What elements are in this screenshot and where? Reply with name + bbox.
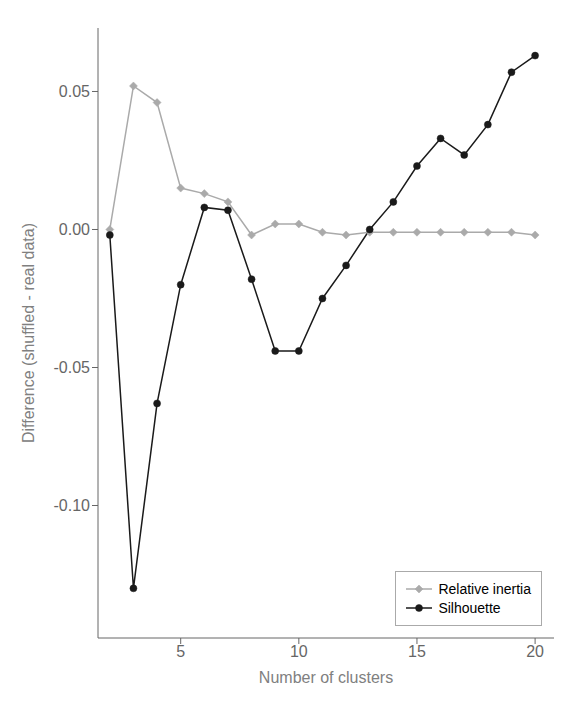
svg-text:0.05: 0.05 <box>59 83 90 100</box>
svg-text:0.00: 0.00 <box>59 221 90 238</box>
svg-text:20: 20 <box>526 643 544 660</box>
svg-text:5: 5 <box>176 643 185 660</box>
svg-text:15: 15 <box>408 643 426 660</box>
svg-text:Number of clusters: Number of clusters <box>259 669 393 686</box>
html-text:Relative inertia: Relative inertia <box>438 581 531 597</box>
svg-text:-0.05: -0.05 <box>54 359 91 376</box>
svg-text:Difference (shuffled - real da: Difference (shuffled - real data) <box>20 223 37 443</box>
svg-text:-0.10: -0.10 <box>54 497 91 514</box>
svg-text:10: 10 <box>290 643 308 660</box>
html-text:Silhouette: Silhouette <box>438 600 501 616</box>
